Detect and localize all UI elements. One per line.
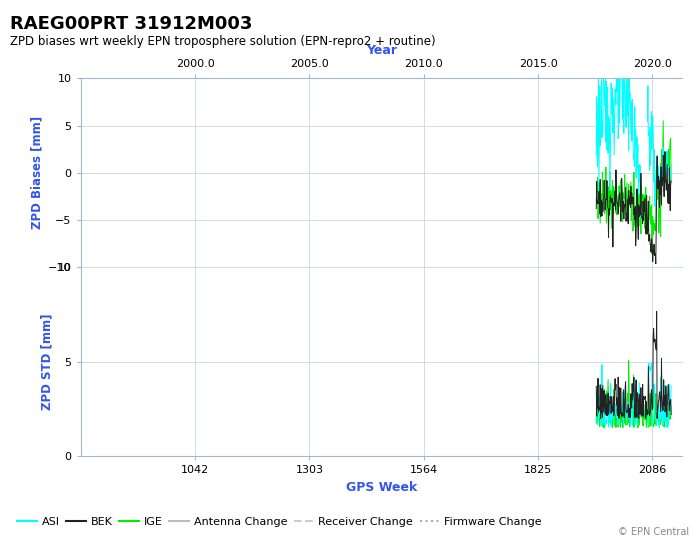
- Text: © EPN Central: © EPN Central: [618, 527, 690, 537]
- Y-axis label: ZPD Biases [mm]: ZPD Biases [mm]: [31, 116, 44, 230]
- Y-axis label: ZPD STD [mm]: ZPD STD [mm]: [41, 314, 53, 410]
- Text: RAEG00PRT 31912M003: RAEG00PRT 31912M003: [10, 15, 253, 33]
- Text: ZPD biases wrt weekly EPN troposphere solution (EPN-repro2 + routine): ZPD biases wrt weekly EPN troposphere so…: [10, 35, 436, 48]
- X-axis label: GPS Week: GPS Week: [346, 481, 417, 494]
- Legend: ASI, BEK, IGE, Antenna Change, Receiver Change, Firmware Change: ASI, BEK, IGE, Antenna Change, Receiver …: [13, 513, 546, 532]
- X-axis label: Year: Year: [366, 44, 397, 57]
